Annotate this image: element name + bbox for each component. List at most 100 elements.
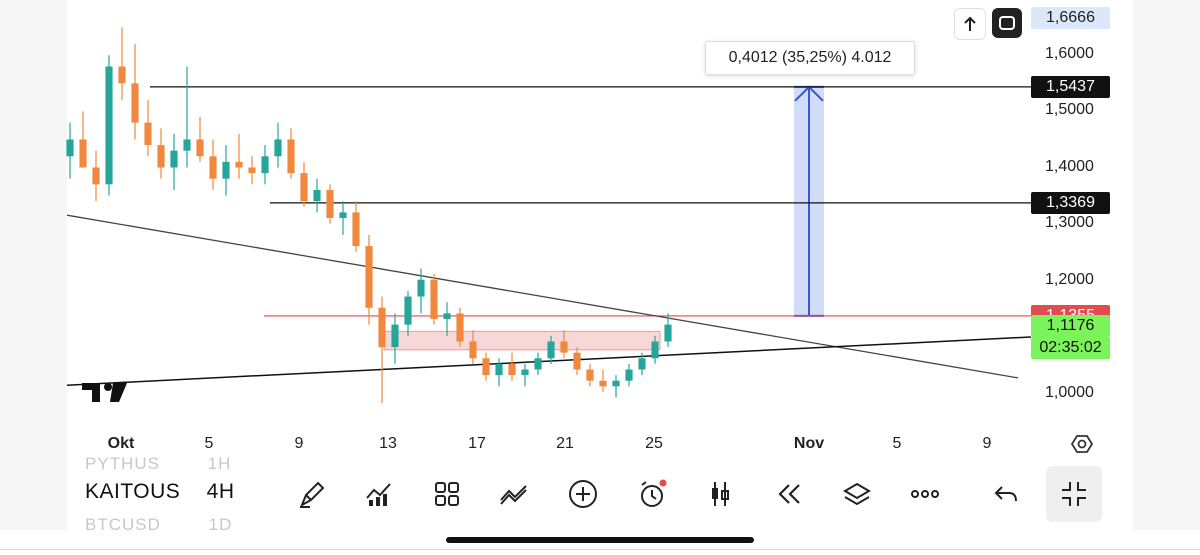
candle-body (352, 212, 360, 247)
descending-trendline (66, 214, 1019, 379)
settings-icon[interactable] (1070, 432, 1094, 456)
candle-body (417, 279, 425, 297)
candle-body (144, 122, 152, 146)
add-icon[interactable] (567, 478, 599, 510)
scroll-up-button[interactable] (954, 8, 986, 40)
symbol-below-timeframe: 1D (208, 515, 233, 534)
symbol-above[interactable]: PYTHUS 1H (85, 454, 231, 474)
candle-body (469, 341, 477, 359)
candle-body (495, 363, 503, 376)
indicators-icon[interactable] (363, 478, 395, 510)
measure-label: 0,4012 (35,25%) 4.012 (705, 41, 915, 75)
candle-body (66, 139, 74, 157)
x-tick-label: Okt (107, 435, 135, 452)
symbol-selector[interactable]: KAITOUS 4H (85, 480, 235, 504)
y-tick-label: 1,4000 (1045, 158, 1094, 175)
right-margin (1133, 0, 1200, 530)
candle-body (365, 246, 373, 308)
candle-body (612, 380, 620, 387)
candle-body (131, 83, 139, 123)
left-margin (0, 0, 67, 530)
candle-body (105, 66, 113, 185)
candle-body (378, 307, 386, 348)
candle-body (521, 369, 529, 376)
symbol-above-timeframe: 1H (207, 454, 232, 473)
bottom-toolbar: PYTHUS 1H KAITOUS 4H BTCUSD 1D (67, 454, 1133, 534)
candle-body (547, 341, 555, 359)
symbol-name: KAITOUS (85, 480, 181, 503)
countdown-tag: 02:35:02 (1031, 337, 1110, 359)
more-icon[interactable] (909, 478, 941, 510)
candle-body (209, 156, 217, 179)
timeframe-label[interactable]: 4H (206, 480, 235, 503)
x-tick-label: 17 (468, 435, 486, 452)
x-tick-label: 21 (556, 435, 574, 452)
chart-canvas[interactable] (0, 0, 1200, 462)
y-tick-label: 1,6000 (1045, 45, 1094, 62)
candle-body (261, 156, 269, 174)
candle-body (534, 358, 542, 370)
symbol-below[interactable]: BTCUSD 1D (85, 515, 232, 535)
candle-body (430, 279, 438, 319)
x-tick-label: 5 (892, 435, 902, 452)
candle-body (456, 313, 464, 342)
candle-body (651, 341, 659, 359)
candle-body (300, 173, 308, 202)
bottom-divider (0, 549, 1200, 550)
candles-icon[interactable] (704, 478, 736, 510)
y-tick-label: 1,5000 (1045, 101, 1094, 118)
candle-body (391, 324, 399, 348)
x-tick-label: 25 (645, 435, 663, 452)
fullscreen-icon (999, 16, 1015, 30)
x-tick-label: 5 (204, 435, 214, 452)
x-tick-label: 9 (982, 435, 992, 452)
demand-zone (383, 330, 661, 351)
candle-body (404, 296, 412, 325)
home-indicator (446, 537, 754, 543)
pen-icon[interactable] (296, 478, 328, 510)
tradingview-logo (82, 383, 127, 402)
collapse-button[interactable] (1046, 466, 1102, 522)
x-tick-label: 9 (294, 435, 304, 452)
candle-body (170, 150, 178, 168)
price-tag: 1,3369 (1031, 191, 1110, 214)
candle-body (79, 139, 87, 168)
candle-body (274, 139, 282, 157)
candle-body (560, 341, 568, 353)
arrow-up-icon (964, 16, 976, 31)
replay-icon[interactable] (773, 478, 805, 510)
candle-body (443, 313, 451, 319)
ascending-trendline (66, 336, 1032, 386)
undo-icon[interactable] (990, 478, 1022, 510)
candle-body (235, 161, 243, 168)
candle-body (599, 380, 607, 387)
candle-body (222, 161, 230, 179)
collapse-icon (1062, 482, 1086, 506)
candle-body (638, 358, 646, 370)
x-tick-label: Nov (793, 435, 825, 452)
candle-body (326, 189, 334, 218)
x-tick-label: 13 (379, 435, 397, 452)
candle-body (508, 363, 516, 376)
candle-body (339, 212, 347, 218)
patterns-icon[interactable] (498, 478, 530, 510)
grid-icon[interactable] (431, 478, 463, 510)
y-tick-label: 1,3000 (1045, 214, 1094, 231)
candle-body (586, 369, 594, 381)
candle-body (118, 66, 126, 84)
y-tick-label: 1,2000 (1045, 271, 1094, 288)
symbol-above-name: PYTHUS (85, 454, 160, 473)
price-tag: 1,5437 (1031, 75, 1110, 98)
candle-body (313, 189, 321, 202)
candle-body (248, 167, 256, 174)
fullscreen-button[interactable] (992, 8, 1022, 38)
candle-body (664, 324, 672, 342)
layers-icon[interactable] (841, 478, 873, 510)
symbol-below-name: BTCUSD (85, 515, 161, 534)
y-tick-label: 1,0000 (1045, 384, 1094, 401)
price-tag: 1,6666 (1031, 6, 1110, 29)
candle-body (92, 167, 100, 185)
alarm-icon[interactable] (636, 478, 668, 510)
candle-body (625, 369, 633, 381)
